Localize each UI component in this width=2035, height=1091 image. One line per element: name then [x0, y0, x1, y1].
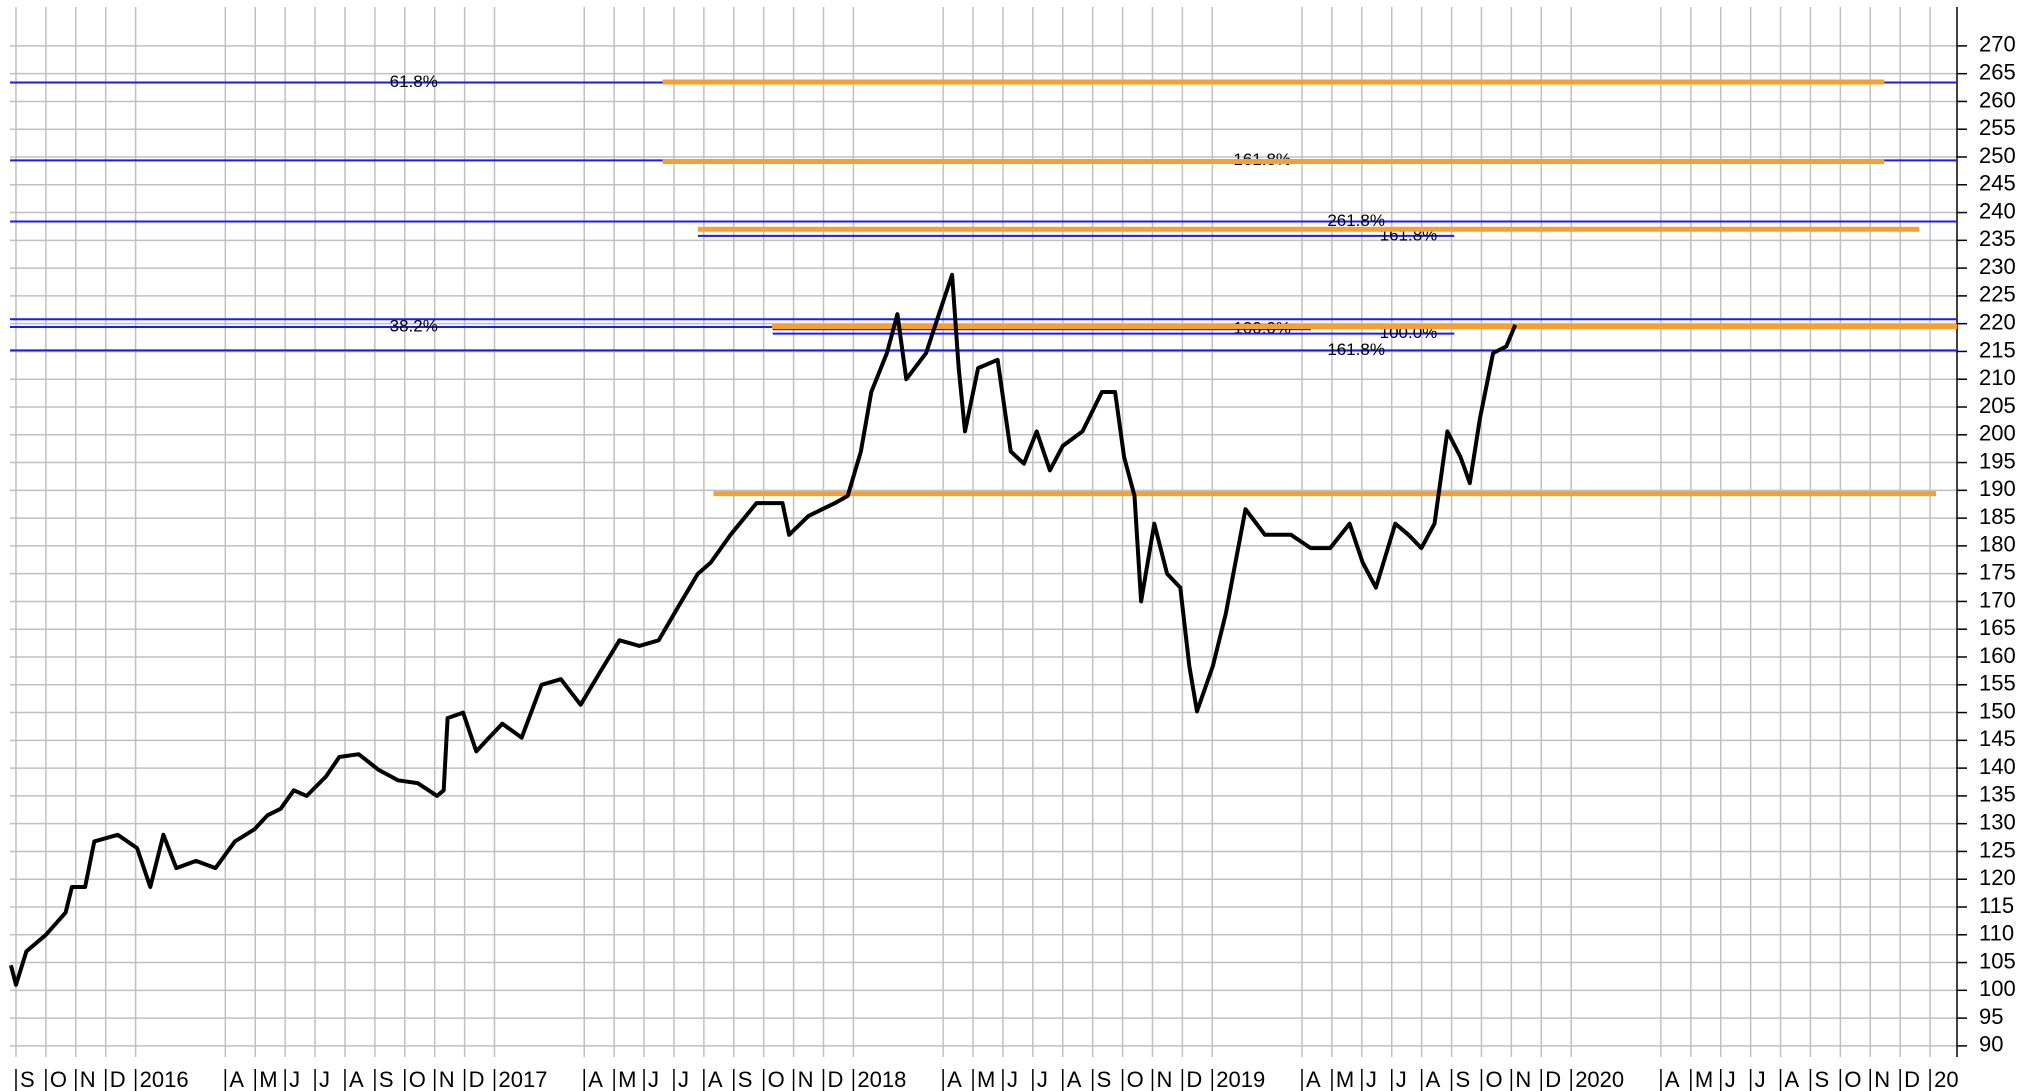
x-tick-label: D — [1186, 1067, 1202, 1091]
x-tick-label: O — [409, 1067, 426, 1091]
x-tick-label: M — [259, 1067, 277, 1091]
x-tick-label: J — [678, 1067, 689, 1091]
y-tick-label: 140 — [1979, 754, 2016, 779]
y-tick-label: 160 — [1979, 643, 2016, 668]
y-tick-label: 270 — [1979, 32, 2016, 57]
x-tick-label: D — [1904, 1067, 1920, 1091]
x-tick-label: O — [1844, 1067, 1861, 1091]
y-tick-label: 130 — [1979, 809, 2016, 834]
x-tick-label: J — [1755, 1067, 1766, 1091]
x-tick-label: S — [1097, 1067, 1112, 1091]
x-tick-label: 2016 — [140, 1067, 189, 1091]
x-tick-label: N — [798, 1067, 814, 1091]
fib-label: 38.2% — [390, 316, 438, 335]
y-tick-label: 260 — [1979, 87, 2016, 112]
x-tick-label: A — [708, 1067, 723, 1091]
y-tick-label: 240 — [1979, 198, 2016, 223]
x-tick-label: N — [1156, 1067, 1172, 1091]
x-tick-label: S — [1456, 1067, 1471, 1091]
x-tick-label: 2018 — [857, 1067, 906, 1091]
y-tick-label: 90 — [1979, 1032, 2003, 1057]
y-tick-label: 165 — [1979, 615, 2016, 640]
y-tick-label: 180 — [1979, 532, 2016, 557]
x-tick-label: J — [1037, 1067, 1048, 1091]
x-tick-label: A — [349, 1067, 364, 1091]
x-tick-label: D — [469, 1067, 485, 1091]
x-tick-label: 20 — [1934, 1067, 1958, 1091]
y-tick-label: 95 — [1979, 1004, 2003, 1029]
x-tick-label: O — [1485, 1067, 1502, 1091]
y-tick-label: 100 — [1979, 976, 2016, 1001]
y-tick-label: 115 — [1979, 893, 2014, 918]
x-tick-label: M — [1695, 1067, 1713, 1091]
y-tick-label: 110 — [1979, 921, 2014, 946]
price-line — [8, 272, 1518, 987]
x-tick-label: M — [977, 1067, 995, 1091]
x-tick-label: N — [80, 1067, 96, 1091]
y-tick-label: 200 — [1979, 421, 2016, 446]
x-tick-label: 2020 — [1575, 1067, 1624, 1091]
x-tick-label: D — [827, 1067, 843, 1091]
y-tick-label: 105 — [1979, 948, 2016, 973]
x-tick-label: D — [110, 1067, 126, 1091]
x-tick-label: A — [1306, 1067, 1321, 1091]
y-tick-label: 145 — [1979, 726, 2016, 751]
x-tick-label: A — [1067, 1067, 1082, 1091]
y-tick-label: 195 — [1979, 448, 2016, 473]
y-tick-label: 155 — [1979, 671, 2016, 696]
y-tick-label: 205 — [1979, 393, 2016, 418]
x-tick-label: J — [1366, 1067, 1377, 1091]
fib-label: 61.8% — [390, 72, 438, 91]
x-tick-label: M — [618, 1067, 636, 1091]
x-tick-label: O — [50, 1067, 67, 1091]
y-tick-label: 235 — [1979, 226, 2016, 251]
y-tick-label: 190 — [1979, 476, 2016, 501]
x-tick-label: N — [1874, 1067, 1890, 1091]
y-tick-label: 215 — [1979, 337, 2016, 362]
x-tick-label: A — [947, 1067, 962, 1091]
fib-label: 161.8% — [1327, 340, 1385, 359]
y-tick-label: 170 — [1979, 587, 2016, 612]
x-tick-label: D — [1545, 1067, 1561, 1091]
fib-label: 261.8% — [1327, 211, 1385, 230]
y-tick-label: 120 — [1979, 865, 2016, 890]
x-tick-label: J — [1007, 1067, 1018, 1091]
y-tick-label: 225 — [1979, 282, 2016, 307]
x-tick-label: N — [1515, 1067, 1531, 1091]
x-tick-label: A — [1665, 1067, 1680, 1091]
x-tick-label: J — [648, 1067, 659, 1091]
x-tick-label: J — [1725, 1067, 1736, 1091]
y-tick-label: 125 — [1979, 837, 2016, 862]
y-tick-label: 135 — [1979, 782, 2016, 807]
x-tick-label: A — [229, 1067, 244, 1091]
y-tick-label: 210 — [1979, 365, 2016, 390]
x-tick-label: A — [1426, 1067, 1441, 1091]
y-tick-label: 150 — [1979, 698, 2016, 723]
y-tick-label: 265 — [1979, 59, 2016, 84]
x-tick-label: 2019 — [1216, 1067, 1265, 1091]
x-tick-label: J — [289, 1067, 300, 1091]
x-tick-label: J — [319, 1067, 330, 1091]
y-tick-label: 245 — [1979, 171, 2016, 196]
y-tick-label: 220 — [1979, 309, 2016, 334]
x-tick-label: O — [1127, 1067, 1144, 1091]
x-tick-label: A — [588, 1067, 603, 1091]
x-tick-label: O — [768, 1067, 785, 1091]
x-tick-label: N — [439, 1067, 455, 1091]
x-tick-label: J — [1396, 1067, 1407, 1091]
y-tick-label: 230 — [1979, 254, 2016, 279]
x-tick-label: M — [1336, 1067, 1354, 1091]
y-tick-label: 250 — [1979, 143, 2016, 168]
y-tick-label: 175 — [1979, 559, 2016, 584]
y-tick-label: 255 — [1979, 115, 2016, 140]
x-tick-label: S — [738, 1067, 753, 1091]
x-tick-label: S — [379, 1067, 394, 1091]
x-tick-label: 2017 — [499, 1067, 548, 1091]
x-tick-label: S — [20, 1067, 35, 1091]
x-tick-label: S — [1814, 1067, 1829, 1091]
x-tick-label: A — [1785, 1067, 1800, 1091]
y-tick-label: 185 — [1979, 504, 2016, 529]
